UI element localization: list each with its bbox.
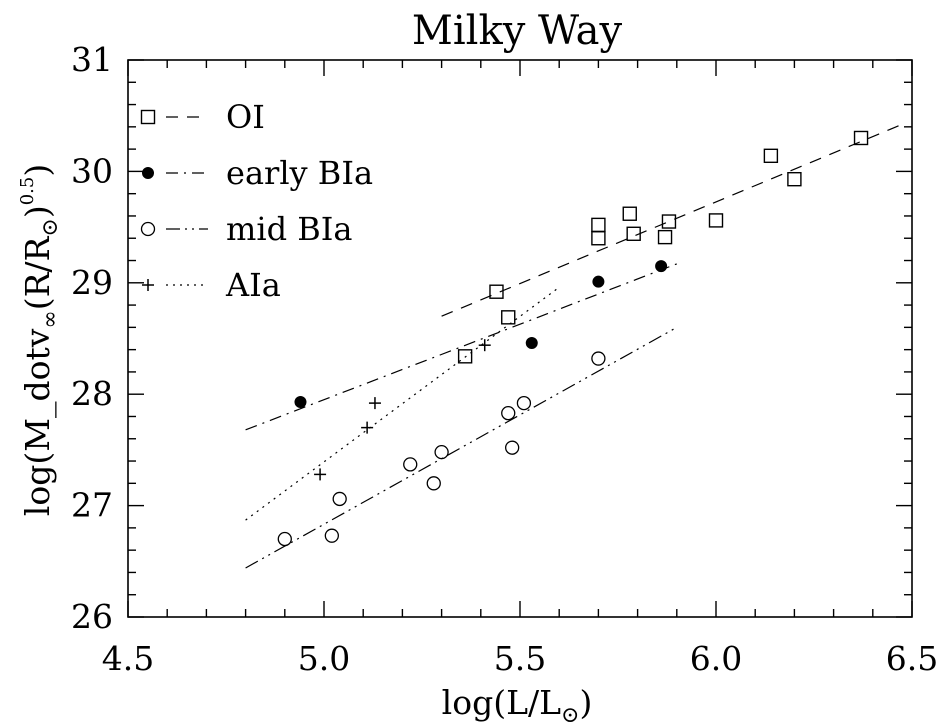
point-aia: [314, 468, 327, 481]
legend-entry-early-bia: early BIa: [142, 154, 373, 192]
point-early-bia: [294, 395, 307, 408]
point-mid-bia: [324, 528, 339, 543]
point-mid-bia: [516, 395, 532, 411]
x-tick-label: 4.5: [102, 639, 154, 678]
plot-frame: [127, 59, 913, 618]
legend-marker-aia: [142, 279, 154, 291]
point-oi: [489, 284, 504, 299]
point-mid-bia: [501, 405, 516, 421]
tick-labels: 4.5 5.0 5.5 6.0 6.5 26 27 28 29 30 31: [71, 40, 937, 678]
point-aia: [361, 421, 374, 434]
x-tick-label: 6.5: [886, 639, 937, 678]
y-tick-label: 30: [71, 151, 113, 190]
point-mid-bia: [426, 476, 441, 491]
legend-marker-oi: [140, 109, 156, 125]
point-early-bia: [655, 260, 668, 273]
y-axis-label: log(M_dotv∞(R/R⊙)0.5): [17, 164, 63, 516]
y-tick-label: 28: [71, 374, 113, 413]
legend-marker-early-bia: [142, 167, 154, 179]
point-oi: [591, 217, 606, 233]
point-oi: [787, 171, 802, 187]
point-oi: [853, 130, 869, 146]
y-tick-label: 27: [71, 486, 113, 525]
legend-entry-aia: AIa: [142, 266, 281, 304]
point-mid-bia: [277, 531, 292, 547]
legend: OI early BIa mid BIa AIa: [140, 98, 373, 304]
point-oi: [626, 226, 641, 241]
point-mid-bia: [505, 440, 520, 455]
x-tick-label: 5.0: [298, 639, 350, 678]
point-oi: [657, 229, 673, 245]
legend-label-mid-bia: mid BIa: [226, 210, 352, 248]
point-mid-bia: [434, 444, 449, 460]
legend-label-early-bia: early BIa: [226, 154, 373, 192]
point-oi: [457, 349, 473, 364]
data-markers: [277, 130, 869, 547]
plot-border: [127, 59, 913, 618]
chart-title: Milky Way: [412, 8, 623, 54]
legend-label-aia: AIa: [225, 266, 281, 304]
y-tick-label: 26: [71, 597, 113, 636]
y-tick-label: 31: [71, 40, 113, 79]
point-aia: [368, 397, 381, 410]
point-oi: [708, 213, 724, 228]
y-tick-label: 29: [71, 263, 113, 302]
legend-entry-mid-bia: mid BIa: [140, 210, 352, 248]
fit-line-early-bia: [245, 263, 678, 431]
legend-marker-mid-bia: [140, 221, 156, 237]
point-mid-bia: [332, 491, 347, 507]
x-tick-label: 6.0: [690, 639, 742, 678]
point-aia: [478, 339, 491, 352]
point-mid-bia: [403, 457, 418, 472]
legend-entry-oi: OI: [140, 98, 265, 136]
fit-line-oi: [441, 122, 905, 317]
point-early-bia: [525, 336, 538, 349]
legend-label-oi: OI: [226, 98, 265, 136]
point-oi: [622, 206, 637, 221]
x-axis-label: log(L/L⊙): [442, 683, 593, 728]
x-tick-label: 5.5: [494, 639, 546, 678]
point-oi: [661, 214, 677, 229]
point-oi: [501, 310, 516, 325]
axis-ticks: [127, 59, 913, 618]
point-mid-bia: [591, 351, 606, 366]
point-oi: [591, 231, 606, 246]
fit-line-aia: [245, 286, 560, 521]
point-early-bia: [592, 275, 605, 288]
point-oi: [763, 148, 779, 164]
